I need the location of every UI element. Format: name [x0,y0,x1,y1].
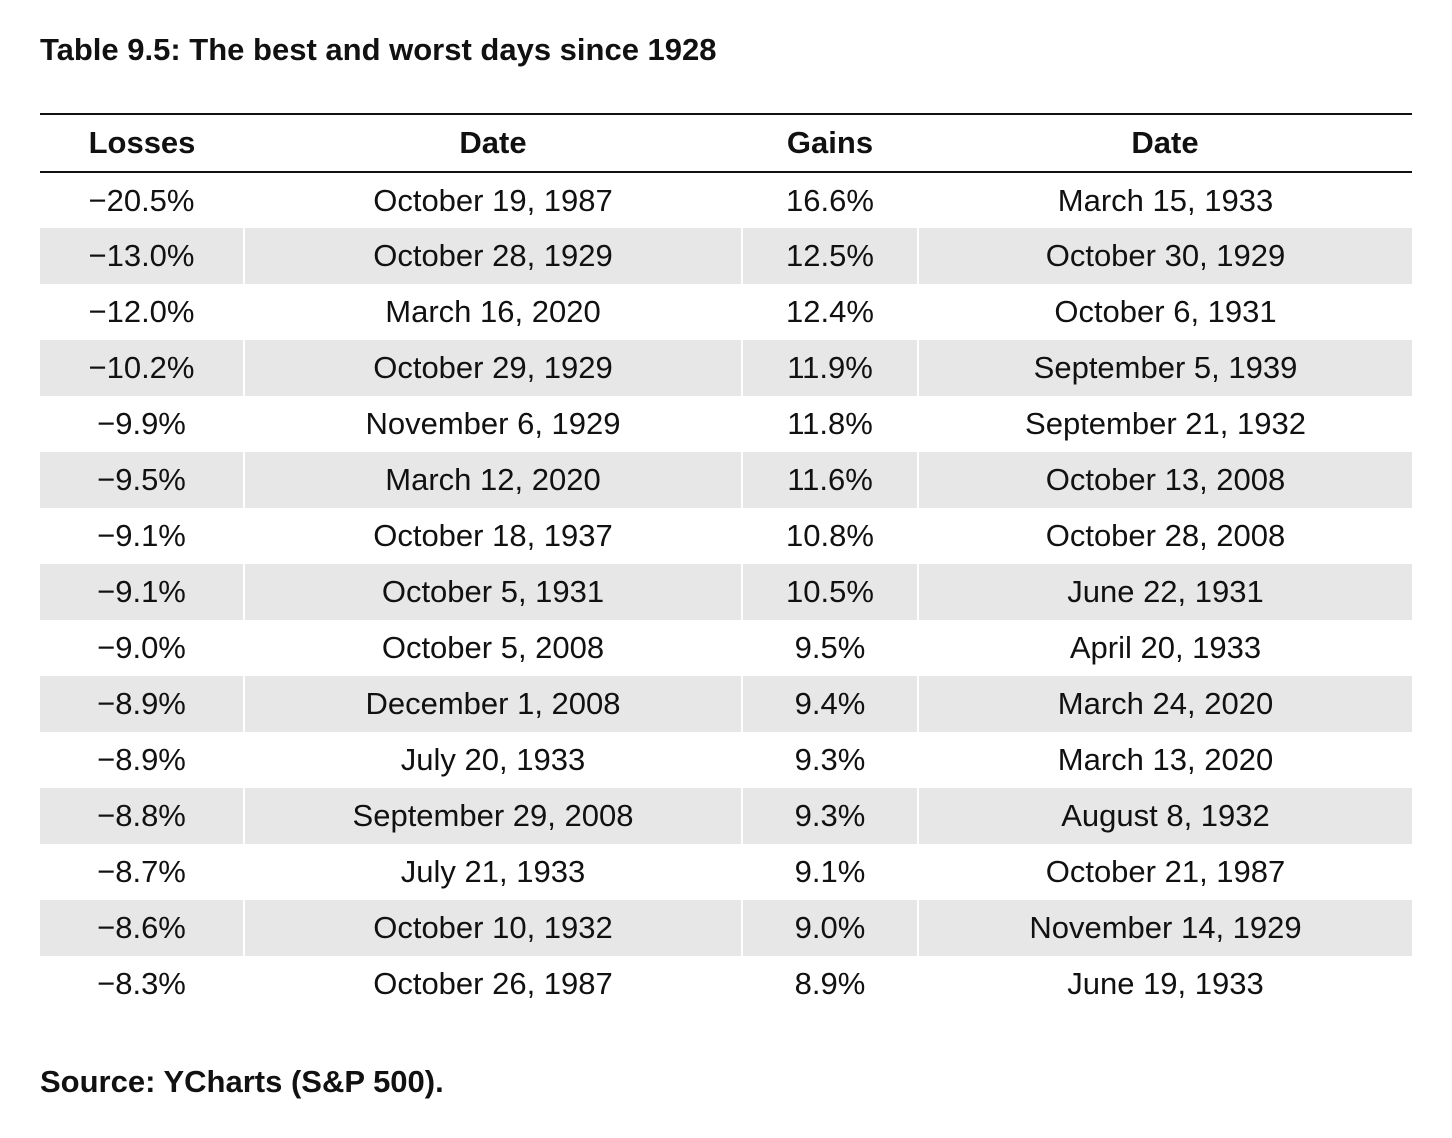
gain-value-cell: 12.4% [741,284,918,340]
table-row: −9.1% October 5, 1931 10.5% June 22, 1931 [40,564,1412,620]
gain-date-cell: March 24, 2020 [917,676,1412,732]
gain-value-cell: 11.8% [741,396,918,452]
loss-value-cell: −9.9% [97,406,186,441]
gain-value-cell: 9.3% [741,732,918,788]
loss-date-cell: March 12, 2020 [243,452,742,508]
table-row: −10.2% October 29, 1929 11.9% September 5, … [40,340,1412,396]
header-loss-date: Date [244,113,742,173]
loss-value-cell: −8.7% [97,854,186,889]
table-row: −9.9% November 6, 1929 11.8% September 21, … [40,396,1412,452]
loss-date-cell: October 5, 2008 [243,620,742,676]
table-row: −9.0% October 5, 2008 9.5% April 20, 1933 [40,620,1412,676]
table-row: −8.7% July 21, 1933 9.1% October 21, 1987 [40,844,1412,900]
gain-date-cell: June 22, 1931 [917,564,1412,620]
loss-date-cell: December 1, 2008 [243,676,742,732]
table-row: −9.5% March 12, 2020 11.6% October 13, 2008 [40,452,1412,508]
gain-value-cell: 9.1% [741,844,918,900]
loss-value-cell: −20.5% [88,182,195,218]
gain-date-cell: March 15, 1933 [917,172,1412,228]
loss-date-cell: October 5, 1931 [243,564,742,620]
source-note: Source: YCharts (S&P 500). [40,1064,444,1099]
data-table-container: Losses Date Gains Date −20.5% October 19,… [40,113,1412,1012]
loss-value-cell: −9.5% [40,452,244,508]
gain-value-cell: 8.9% [741,956,918,1012]
table-row: −8.9% December 1, 2008 9.4% March 24, 2020 [40,676,1412,732]
gain-value-cell: 11.6% [741,452,918,508]
gain-value-cell: 10.8% [741,508,918,564]
gain-date-cell: March 13, 2020 [917,732,1412,788]
header-gains: Gains [742,113,918,173]
gain-value-cell: 11.9% [741,340,918,396]
gain-date-cell: August 8, 1932 [917,788,1412,844]
gain-value-cell: 10.5% [741,564,918,620]
gain-value-cell: 12.5% [741,228,918,284]
gain-value-cell: 16.6% [741,172,918,228]
gain-date-cell: October 6, 1931 [917,284,1412,340]
table-row: −9.1% October 18, 1937 10.8% October 28, 20… [40,508,1412,564]
gain-value-cell: 9.3% [741,788,918,844]
gain-date-cell: October 13, 2008 [917,452,1412,508]
table-row: −20.5% October 19, 1987 16.6% March 15, 193… [40,172,1412,228]
loss-value-cell: −13.0% [40,228,244,284]
table-body: −20.5% October 19, 1987 16.6% March 15, 193… [40,172,1412,1012]
loss-value-cell: −9.1% [97,518,186,553]
loss-date-cell: October 28, 1929 [243,228,742,284]
best-worst-days-table: Losses Date Gains Date −20.5% October 19,… [40,113,1412,1012]
gain-date-cell: October 30, 1929 [917,228,1412,284]
gain-value-cell: 9.4% [741,676,918,732]
loss-value-cell: −10.2% [40,340,244,396]
loss-value-cell: −8.9% [40,676,244,732]
table-row: −13.0% October 28, 1929 12.5% October 30, 1… [40,228,1412,284]
loss-value-cell: −8.9% [97,742,186,777]
gain-date-cell: September 21, 1932 [917,396,1412,452]
header-losses: Losses [40,113,244,173]
loss-date-cell: March 16, 2020 [243,284,742,340]
table-title: Table 9.5: The best and worst days since… [40,32,717,67]
table-row: −12.0% March 16, 2020 12.4% October 6, 1931 [40,284,1412,340]
loss-date-cell: July 20, 1933 [243,732,742,788]
loss-date-cell: October 18, 1937 [243,508,742,564]
table-row: −8.8% September 29, 2008 9.3% August 8, 193… [40,788,1412,844]
table-header: Losses Date Gains Date [40,113,1412,173]
loss-date-cell: September 29, 2008 [243,788,742,844]
loss-value-cell: −8.8% [40,788,244,844]
loss-value-cell: −8.6% [40,900,244,956]
loss-date-cell: November 6, 1929 [243,396,742,452]
header-gain-date: Date [918,113,1412,173]
gain-date-cell: October 28, 2008 [917,508,1412,564]
gain-date-cell: April 20, 1933 [917,620,1412,676]
loss-value-cell: −8.3% [97,966,186,1001]
loss-value-cell: −9.0% [97,630,186,665]
gain-date-cell: June 19, 1933 [917,956,1412,1012]
loss-date-cell: October 26, 1987 [243,956,742,1012]
table-row: −8.3% October 26, 1987 8.9% June 19, 1933 [40,956,1412,1012]
loss-date-cell: October 10, 1932 [243,900,742,956]
loss-date-cell: October 29, 1929 [243,340,742,396]
table-row: −8.9% July 20, 1933 9.3% March 13, 2020 [40,732,1412,788]
gain-date-cell: September 5, 1939 [917,340,1412,396]
gain-value-cell: 9.0% [741,900,918,956]
loss-value-cell: −12.0% [88,294,195,329]
table-row: −8.6% October 10, 1932 9.0% November 14, 19… [40,900,1412,956]
header-row: Losses Date Gains Date [40,113,1412,173]
loss-date-cell: July 21, 1933 [243,844,742,900]
gain-value-cell: 9.5% [741,620,918,676]
loss-value-cell: −9.1% [40,564,244,620]
loss-date-cell: October 19, 1987 [243,172,742,228]
gain-date-cell: October 21, 1987 [917,844,1412,900]
gain-date-cell: November 14, 1929 [917,900,1412,956]
